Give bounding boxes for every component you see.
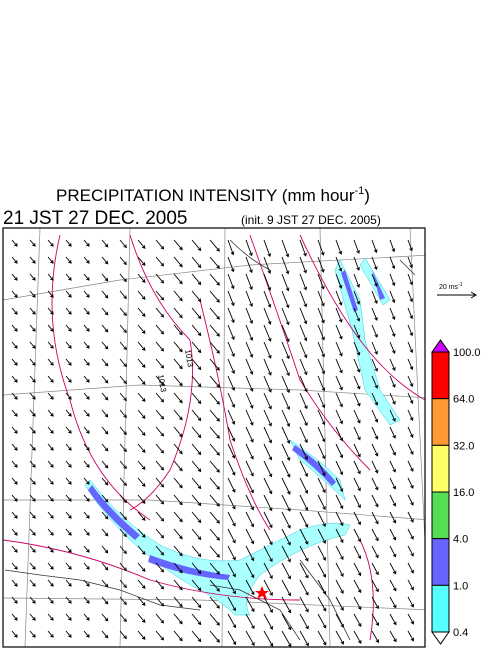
colorbar-label: 4.0 [453, 534, 468, 546]
title: PRECIPITATION INTENSITY (mm hour-1) [56, 185, 370, 205]
colorbar-bottom [431, 631, 450, 645]
map: 1013 1013 [3, 228, 425, 647]
wind-arrows [11, 239, 415, 647]
map-frame [2, 227, 426, 648]
precip-light [84, 257, 401, 616]
location-marker [255, 586, 269, 599]
title-text: PRECIPITATION INTENSITY (mm hour [56, 186, 355, 205]
title-close: ) [364, 186, 370, 205]
wind-scale-sup: -1 [458, 282, 463, 288]
wind-scale-arrow [437, 291, 477, 299]
wind-scale-label: 20 ms-1 [439, 282, 463, 291]
colorbar-label: 0.4 [453, 627, 468, 639]
colorbar-box [431, 538, 450, 586]
valid-time: 21 JST 27 DEC. 2005 [3, 208, 187, 229]
wind-scale-text: 20 ms [439, 284, 459, 291]
init-time: (init. 9 JST 27 DEC. 2005) [241, 213, 381, 227]
colorbar-box [431, 584, 450, 633]
colorbar-label: 32.0 [453, 440, 474, 452]
colorbar-label: 100.0 [453, 347, 481, 359]
wind-arrow-field [11, 239, 415, 647]
colorbar-box [431, 444, 450, 493]
colorbar-label: 64.0 [453, 394, 474, 406]
colorbar-label: 1.0 [453, 580, 468, 592]
colorbar-label: 16.0 [453, 487, 474, 499]
contour-label: 1013 [183, 349, 195, 369]
colorbar-top [431, 339, 450, 353]
colorbar-box [431, 398, 450, 446]
coastline [4, 239, 416, 641]
colorbar-box [431, 351, 450, 400]
colorbar: 100.0 64.0 32.0 16.0 4.0 1.0 0.4 [431, 339, 481, 645]
colorbar-box [431, 491, 450, 540]
contour-label: 1013 [156, 374, 168, 394]
title-sup: -1 [355, 185, 365, 197]
